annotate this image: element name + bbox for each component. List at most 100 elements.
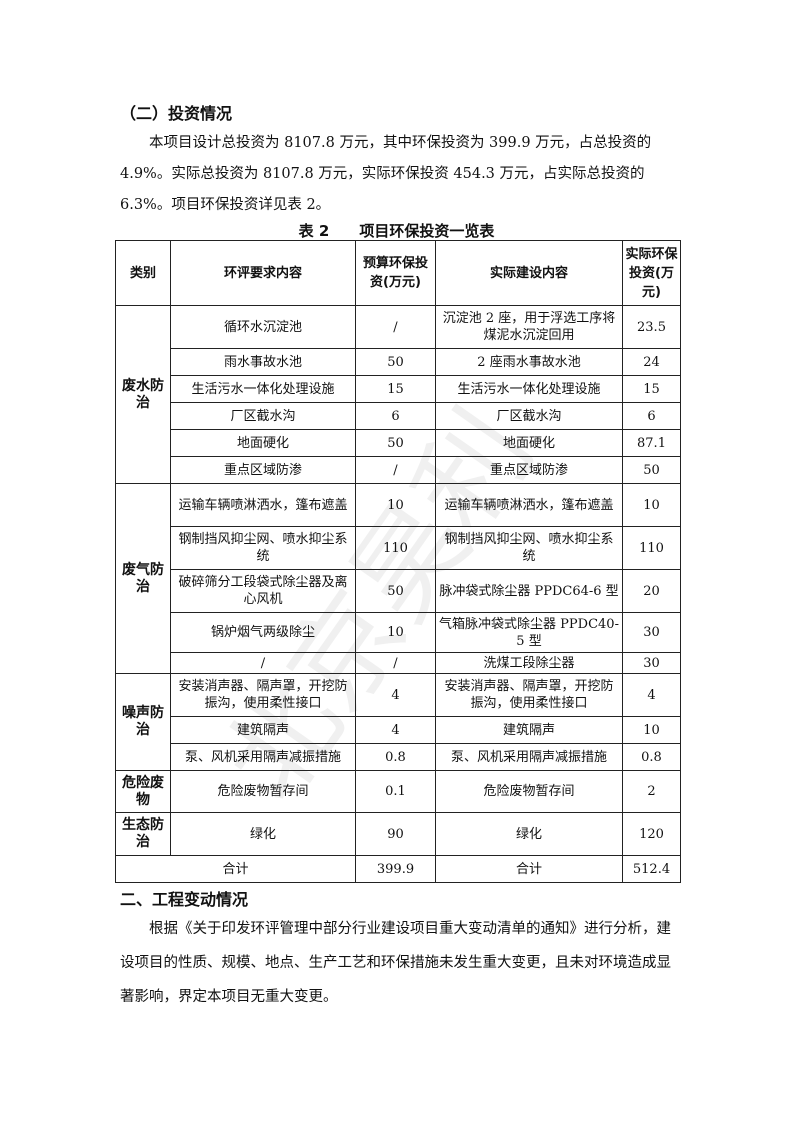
actual-content-cell: 地面硬化 [435,429,623,457]
actual-content-cell: 绿化 [435,812,623,856]
budget-cell: 50 [355,429,436,457]
actual-investment-cell: 10 [622,483,681,527]
table-row: 钢制挡风抑尘网、喷水抑尘系统 110 钢制挡风抑尘网、喷水抑尘系统 110 [116,526,681,570]
table-row: 雨水事故水池 50 2 座雨水事故水池 24 [116,348,681,376]
budget-cell: 0.1 [355,770,436,813]
budget-cell: / [355,652,436,674]
total-budget: 399.9 [355,855,436,883]
actual-investment-cell: 50 [622,456,681,484]
requirement-cell: 循环水沉淀池 [170,305,356,349]
category-cell: 生态防治 [115,812,171,856]
table-row: 废水防治 循环水沉淀池 / 沉淀池 2 座，用于浮选工序将煤泥水沉淀回用 23.5 [115,305,681,484]
requirement-cell: 建筑隔声 [170,716,356,744]
total-row: 合计 399.9 合计 512.4 [115,855,681,883]
table-row: 生活污水一体化处理设施 15 生活污水一体化处理设施 15 [116,375,681,403]
actual-investment-cell: 23.5 [622,305,681,349]
actual-investment-cell: 110 [622,526,681,570]
actual-content-cell: 2 座雨水事故水池 [435,348,623,376]
header-budget: 预算环保投资(万元) [355,240,436,306]
requirement-cell: 泵、风机采用隔声减振措施 [170,743,356,771]
requirement-cell: 危险废物暂存间 [170,770,356,813]
investment-table: 类别 环评要求内容 预算环保投资(万元) 实际建设内容 实际环保投资(万元) 废… [115,240,681,883]
actual-content-cell: 沉淀池 2 座，用于浮选工序将煤泥水沉淀回用 [435,305,623,349]
total-actual-label: 合计 [435,855,623,883]
actual-content-cell: 建筑隔声 [435,716,623,744]
actual-content-cell: 洗煤工段除尘器 [435,652,623,674]
actual-content-cell: 生活污水一体化处理设施 [435,375,623,403]
total-actual: 512.4 [622,855,681,883]
budget-cell: 110 [355,526,436,570]
actual-content-cell: 脉冲袋式除尘器 PPDC64-6 型 [435,569,623,613]
header-requirement: 环评要求内容 [170,240,356,306]
category-cell: 废水防治 [115,305,171,484]
actual-investment-cell: 2 [622,770,681,813]
actual-investment-cell: 87.1 [622,429,681,457]
table-row: 地面硬化 50 地面硬化 87.1 [116,429,681,457]
section-heading: （二）投资情况 [120,104,233,123]
table-row: 锅炉烟气两级除尘 10 气箱脉冲袋式除尘器 PPDC40-5 型 30 [116,612,681,653]
actual-investment-cell: 0.8 [622,743,681,771]
requirement-cell: 厂区截水沟 [170,402,356,430]
requirement-cell: 锅炉烟气两级除尘 [170,612,356,653]
budget-cell: / [355,456,436,484]
requirement-cell: 绿化 [170,812,356,856]
table-row: 泵、风机采用隔声减振措施 0.8 泵、风机采用隔声减振措施 0.8 [116,743,681,771]
category-cell: 噪声防治 [115,673,171,771]
requirement-cell: 重点区域防渗 [170,456,356,484]
actual-content-cell: 危险废物暂存间 [435,770,623,813]
requirement-cell: 运输车辆喷淋洒水，篷布遮盖 [170,483,356,527]
requirement-cell: 雨水事故水池 [170,348,356,376]
actual-investment-cell: 120 [622,812,681,856]
budget-cell: 6 [355,402,436,430]
table-header-row: 类别 环评要求内容 预算环保投资(万元) 实际建设内容 实际环保投资(万元) [115,240,681,306]
actual-investment-cell: 30 [622,652,681,674]
actual-content-cell: 气箱脉冲袋式除尘器 PPDC40-5 型 [435,612,623,653]
actual-investment-cell: 15 [622,375,681,403]
actual-content-cell: 钢制挡风抑尘网、喷水抑尘系统 [435,526,623,570]
table-row: 厂区截水沟 6 厂区截水沟 6 [116,402,681,430]
table-row: 噪声防治 安装消声器、隔声罩，开挖防振沟，使用柔性接口 4 安装消声器、隔声罩，开挖防… [115,673,681,771]
actual-content-cell: 安装消声器、隔声罩，开挖防振沟，使用柔性接口 [435,673,623,717]
requirement-cell: 地面硬化 [170,429,356,457]
actual-investment-cell: 24 [622,348,681,376]
requirement-cell: / [170,652,356,674]
header-category: 类别 [115,240,171,306]
actual-investment-cell: 10 [622,716,681,744]
budget-cell: 10 [355,612,436,653]
budget-cell: 10 [355,483,436,527]
category-cell: 废气防治 [115,483,171,674]
actual-content-cell: 运输车辆喷淋洒水，篷布遮盖 [435,483,623,527]
table-row: 重点区域防渗 / 重点区域防渗 50 [116,456,681,484]
budget-cell: 15 [355,375,436,403]
table-row: 建筑隔声 4 建筑隔声 10 [116,716,681,744]
requirement-cell: 生活污水一体化处理设施 [170,375,356,403]
requirement-cell: 破碎筛分工段袋式除尘器及离心风机 [170,569,356,613]
section2-heading: 二、工程变动情况 [120,890,249,909]
table-row: 生态防治 绿化 90 绿化 120 [115,812,681,856]
header-actual-investment: 实际环保投资(万元) [622,240,681,306]
budget-cell: 50 [355,348,436,376]
actual-content-cell: 厂区截水沟 [435,402,623,430]
actual-investment-cell: 30 [622,612,681,653]
actual-content-cell: 重点区域防渗 [435,456,623,484]
budget-cell: 4 [355,716,436,744]
actual-investment-cell: 20 [622,569,681,613]
budget-cell: 50 [355,569,436,613]
actual-content-cell: 泵、风机采用隔声减振措施 [435,743,623,771]
budget-cell: / [355,305,436,349]
table-caption: 表 2 项目环保投资一览表 [298,222,495,240]
requirement-cell: 钢制挡风抑尘网、喷水抑尘系统 [170,526,356,570]
budget-cell: 90 [355,812,436,856]
header-actual-content: 实际建设内容 [435,240,623,306]
table-row: 破碎筛分工段袋式除尘器及离心风机 50 脉冲袋式除尘器 PPDC64-6 型 20 [116,569,681,613]
budget-cell: 4 [355,673,436,717]
investment-paragraph: 本项目设计总投资为 8107.8 万元，其中环保投资为 399.9 万元，占总投… [120,135,652,213]
table-row: 危险废物 危险废物暂存间 0.1 危险废物暂存间 2 [115,770,681,813]
category-cell: 危险废物 [115,770,171,813]
requirement-cell: 安装消声器、隔声罩，开挖防振沟，使用柔性接口 [170,673,356,717]
change-paragraph: 根据《关于印发环评管理中部分行业建设项目重大变动清单的通知》进行分析，建设项目的… [120,921,671,1005]
actual-investment-cell: 6 [622,402,681,430]
table-row: / / 洗煤工段除尘器 30 [116,652,681,674]
budget-cell: 0.8 [355,743,436,771]
